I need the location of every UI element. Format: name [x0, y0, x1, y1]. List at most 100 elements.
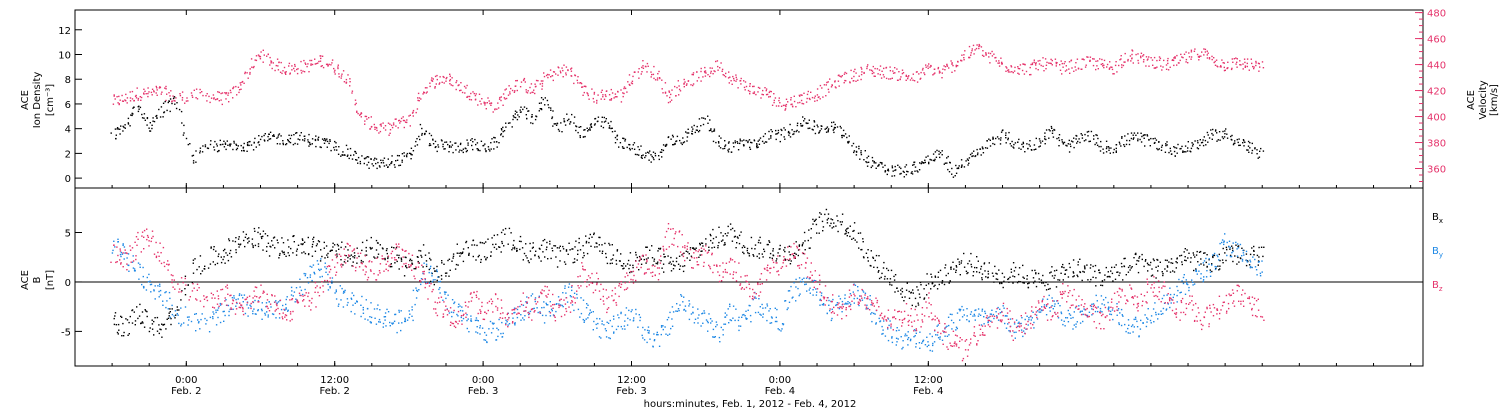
velocity-point: [409, 125, 411, 127]
velocity-point: [577, 76, 579, 78]
by-point: [761, 303, 763, 306]
velocity-point: [284, 71, 286, 73]
bx-point: [435, 270, 437, 272]
ion-density-point: [1212, 134, 1214, 136]
velocity-point: [1193, 50, 1196, 52]
bx-point: [370, 248, 372, 250]
velocity-point: [359, 114, 361, 116]
bx-point: [1196, 250, 1198, 253]
bx-point: [953, 268, 955, 270]
velocity-point: [963, 54, 965, 56]
velocity-point: [1001, 61, 1003, 64]
by-point: [431, 280, 434, 283]
by-point: [826, 312, 828, 315]
by-point: [788, 301, 791, 303]
bx-point: [1212, 256, 1214, 259]
by-point: [573, 292, 576, 294]
velocity-point: [849, 82, 851, 84]
velocity-point: [467, 95, 469, 98]
velocity-point: [389, 123, 391, 125]
velocity-point: [263, 54, 265, 56]
bx-point: [645, 246, 647, 248]
bx-point: [396, 260, 398, 263]
bx-point: [387, 256, 389, 258]
x-tick-label-time: 12:00: [914, 375, 943, 386]
ion-density-point: [1158, 141, 1160, 143]
velocity-point: [1173, 64, 1175, 67]
bx-point: [640, 263, 643, 265]
ion-density-point: [757, 146, 759, 148]
velocity-point: [1222, 62, 1224, 64]
velocity-point: [526, 92, 529, 94]
velocity-point: [827, 88, 830, 91]
ion-density-point: [162, 102, 165, 104]
by-point: [660, 326, 663, 328]
by-point: [247, 315, 249, 317]
by-point: [805, 283, 807, 285]
by-point: [512, 317, 514, 319]
ion-density-point: [929, 158, 931, 161]
by-point: [600, 337, 602, 339]
by-point: [895, 330, 898, 332]
by-point: [233, 297, 235, 299]
ion-density-point: [924, 161, 926, 164]
ion-density-point: [204, 144, 207, 146]
by-point: [228, 310, 230, 313]
velocity-point: [1135, 53, 1137, 56]
ion-density-point: [477, 148, 479, 151]
bx-point: [877, 271, 879, 273]
ion-density-point: [1093, 135, 1095, 137]
by-point: [870, 304, 872, 306]
ion-density-point: [1225, 128, 1227, 130]
bx-point: [1062, 279, 1064, 281]
bx-point: [365, 250, 367, 252]
velocity-point: [580, 82, 582, 84]
ion-density-point: [405, 154, 408, 156]
velocity-point: [683, 86, 685, 88]
velocity-point: [507, 94, 510, 96]
by-point: [941, 339, 944, 341]
by-point: [122, 244, 124, 246]
velocity-point: [971, 48, 973, 50]
ion-density-point: [1113, 148, 1115, 151]
ion-density-point: [974, 155, 976, 158]
velocity-point: [175, 97, 177, 99]
velocity-point: [543, 72, 545, 74]
by-point: [486, 341, 488, 344]
bx-point: [165, 328, 167, 330]
ion-density-point: [743, 139, 745, 141]
bx-point: [411, 263, 414, 265]
velocity-point: [1089, 59, 1091, 62]
ion-density-point: [805, 122, 807, 124]
bx-point: [115, 324, 118, 326]
ion-density-point: [961, 165, 963, 167]
velocity-point: [653, 65, 655, 68]
ion-density-point: [1075, 134, 1077, 137]
ion-density-point: [1155, 139, 1158, 141]
bx-point: [585, 242, 588, 244]
ion-density-point: [382, 162, 385, 164]
ion-density-point: [636, 153, 638, 156]
bx-point: [686, 257, 688, 259]
ion-density-point: [833, 131, 835, 134]
ion-density-point: [1083, 140, 1086, 142]
bx-point: [712, 237, 715, 240]
by-point: [439, 287, 441, 289]
velocity-point: [1198, 56, 1200, 58]
bx-point: [224, 262, 226, 264]
bx-point: [1181, 261, 1183, 263]
bx-point: [959, 274, 961, 276]
velocity-point: [337, 64, 339, 66]
bx-point: [761, 253, 763, 255]
bx-point: [583, 254, 585, 257]
by-point: [853, 297, 855, 300]
ion-density-point: [542, 98, 544, 101]
bx-point: [708, 246, 710, 248]
bx-point: [1190, 257, 1192, 259]
ion-density-point: [1058, 139, 1061, 142]
by-point: [261, 318, 263, 320]
velocity-point: [667, 101, 670, 104]
bx-point: [944, 267, 946, 269]
ion-density-point: [757, 140, 759, 142]
bx-point: [750, 236, 753, 239]
